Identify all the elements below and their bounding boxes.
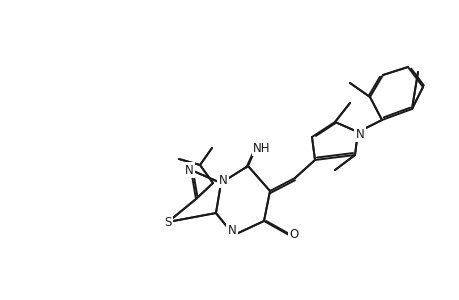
- Text: N: N: [218, 173, 227, 187]
- Text: O: O: [289, 229, 298, 242]
- Text: NH: NH: [253, 142, 270, 154]
- Text: N: N: [355, 128, 364, 140]
- Text: S: S: [164, 215, 171, 229]
- Text: N: N: [184, 164, 193, 176]
- Text: N: N: [227, 224, 236, 238]
